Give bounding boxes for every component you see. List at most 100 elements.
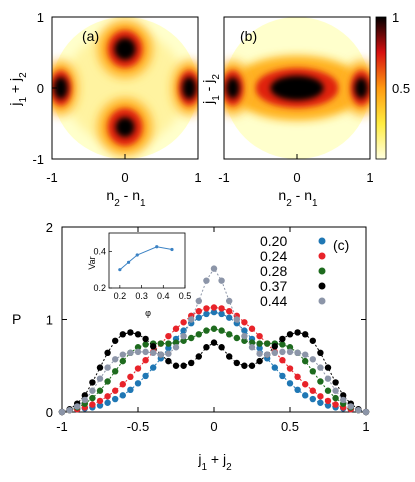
data-point xyxy=(226,353,233,360)
data-point xyxy=(324,387,332,394)
data-point xyxy=(332,387,339,394)
data-point xyxy=(89,387,96,394)
data-point xyxy=(119,381,127,388)
data-point xyxy=(203,344,210,351)
data-point xyxy=(324,364,332,371)
data-point xyxy=(256,332,263,340)
data-point xyxy=(294,386,301,393)
data-point xyxy=(286,380,294,387)
data-point xyxy=(226,307,233,315)
data-point xyxy=(256,350,263,357)
legend-marker xyxy=(318,252,326,260)
a-y-tick: -1 xyxy=(32,152,44,167)
hot-spot xyxy=(97,20,153,78)
inset-point xyxy=(155,245,159,249)
data-point xyxy=(332,394,339,402)
data-point xyxy=(248,362,256,369)
data-point xyxy=(119,357,127,365)
series-0.37 xyxy=(58,329,370,416)
data-point xyxy=(134,380,142,387)
data-point xyxy=(218,310,225,318)
c-y-label: P xyxy=(12,311,21,327)
panel-b: (b) -1 0 1 n2 - n1 j1 - j2 1 0.5 xyxy=(200,10,410,209)
data-point xyxy=(324,375,332,382)
a-x-tick: -1 xyxy=(46,170,58,185)
inset-frame xyxy=(108,232,186,289)
data-point xyxy=(104,399,111,406)
data-point xyxy=(81,396,89,404)
data-point xyxy=(142,357,149,364)
data-point xyxy=(203,310,210,318)
data-point xyxy=(134,365,142,372)
colorbar-tick: 1 xyxy=(392,10,399,25)
data-point xyxy=(127,373,134,381)
data-point xyxy=(172,344,180,351)
data-point xyxy=(96,375,104,382)
inset-y-tick: 0.2 xyxy=(93,283,106,293)
data-point xyxy=(127,386,134,393)
data-point xyxy=(271,343,278,350)
data-point xyxy=(286,348,294,356)
data-point xyxy=(134,348,142,356)
data-point xyxy=(210,304,218,311)
data-point xyxy=(195,353,202,360)
data-point xyxy=(210,265,218,272)
colorbar xyxy=(375,16,387,160)
colorbar-tick: 0.5 xyxy=(392,81,410,96)
data-point xyxy=(256,344,263,352)
hot-spot xyxy=(172,60,198,116)
legend-marker xyxy=(318,237,326,245)
data-point xyxy=(226,314,233,321)
data-point xyxy=(264,340,271,347)
c-x-tick: 0 xyxy=(210,419,217,434)
a-y-tick: 1 xyxy=(37,10,44,25)
data-point xyxy=(294,329,301,336)
data-point xyxy=(241,337,248,344)
hot-spot xyxy=(52,60,78,116)
data-point xyxy=(134,344,142,351)
legend-marker xyxy=(318,267,326,275)
data-point xyxy=(279,335,286,343)
data-point xyxy=(286,331,294,338)
data-point xyxy=(241,362,248,369)
data-point xyxy=(150,349,157,356)
data-point xyxy=(89,379,96,386)
data-point xyxy=(324,402,332,409)
a-y-label: j1 + j2 xyxy=(7,72,29,107)
data-point xyxy=(195,297,202,305)
data-point xyxy=(142,335,149,343)
data-point xyxy=(119,331,127,338)
data-point xyxy=(188,316,195,323)
data-point xyxy=(172,325,180,332)
inset-x-tick: 0.4 xyxy=(157,291,170,301)
c-x-label: j1 + j2 xyxy=(197,451,232,473)
data-point xyxy=(203,327,210,334)
data-point xyxy=(355,406,362,414)
inset-point xyxy=(170,247,174,252)
data-point xyxy=(226,297,233,305)
a-y-tick: 0 xyxy=(37,81,44,96)
data-point xyxy=(142,341,149,348)
data-point xyxy=(309,395,316,403)
data-point xyxy=(172,362,180,369)
data-point xyxy=(165,340,172,347)
data-point xyxy=(294,373,301,381)
hot-spot xyxy=(344,60,370,116)
data-point xyxy=(256,357,263,365)
data-point xyxy=(279,348,286,356)
data-point xyxy=(142,348,149,356)
data-point xyxy=(96,397,104,405)
data-point xyxy=(317,364,324,371)
data-point xyxy=(210,325,218,332)
data-point xyxy=(264,351,271,358)
data-point xyxy=(248,325,256,332)
c-y-tick: 0 xyxy=(46,405,53,420)
data-point xyxy=(96,387,104,394)
data-point xyxy=(127,329,134,336)
legend-marker xyxy=(318,297,326,305)
data-point xyxy=(112,337,119,344)
data-point xyxy=(119,392,127,399)
legend: 0.200.240.280.370.44 xyxy=(260,233,326,309)
data-point xyxy=(89,401,96,408)
data-point xyxy=(241,332,248,340)
